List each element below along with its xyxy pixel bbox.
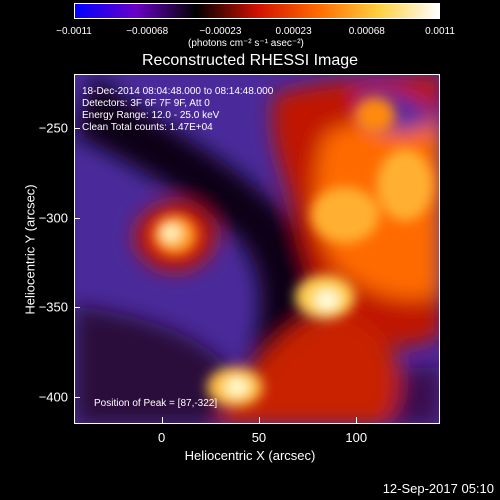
energy-range: Energy Range: 12.0 - 25.0 keV: [82, 110, 220, 121]
colorbar: [74, 3, 440, 19]
clean-total-counts: Clean Total counts: 1.47E+04: [82, 122, 213, 133]
x-tick-label: 50: [251, 430, 267, 445]
colorbar-units: (photons cm⁻² s⁻¹ asec⁻²): [188, 38, 304, 49]
colorbar-tick-label: −0.0011: [56, 26, 92, 37]
x-tick-mark: [356, 417, 358, 423]
detectors-info: Detectors: 3F 6F 7F 9F, Att 0: [82, 98, 210, 109]
image-title: Reconstructed RHESSI Image: [141, 52, 359, 69]
colorbar-tick-label: −0.00023: [199, 26, 242, 37]
timestamp: 12-Sep-2017 05:10: [382, 481, 494, 496]
y-tick-mark: [74, 307, 80, 309]
colorbar-tick-label: 0.00068: [348, 26, 385, 37]
x-tick-label: 100: [345, 430, 368, 445]
colorbar-tick-label: −0.00068: [126, 26, 169, 37]
y-axis-label: Heliocentric Y (arcsec): [22, 184, 38, 315]
y-tick-mark: [74, 397, 80, 399]
colorbar-tick-label: 0.00023: [275, 26, 312, 37]
x-axis-label: Heliocentric X (arcsec): [184, 448, 316, 463]
x-tick-label: 0: [157, 430, 166, 445]
observation-time: 18-Dec-2014 08:04:48.000 to 08:14:48.000: [82, 86, 274, 97]
x-tick-mark: [258, 417, 260, 423]
y-tick-label: −350: [38, 299, 68, 315]
y-tick-label: −300: [38, 210, 68, 226]
y-tick-mark: [74, 127, 80, 129]
y-tick-label: −250: [38, 120, 68, 136]
x-tick-mark: [161, 417, 163, 423]
solar-image-plot: [74, 74, 440, 424]
y-tick-label: −400: [38, 389, 68, 405]
solar-image-canvas: [75, 75, 439, 423]
colorbar-tick-label: 0.0011: [425, 26, 455, 37]
y-tick-mark: [74, 217, 80, 219]
peak-position: Position of Peak = [87,-322]: [94, 398, 218, 409]
